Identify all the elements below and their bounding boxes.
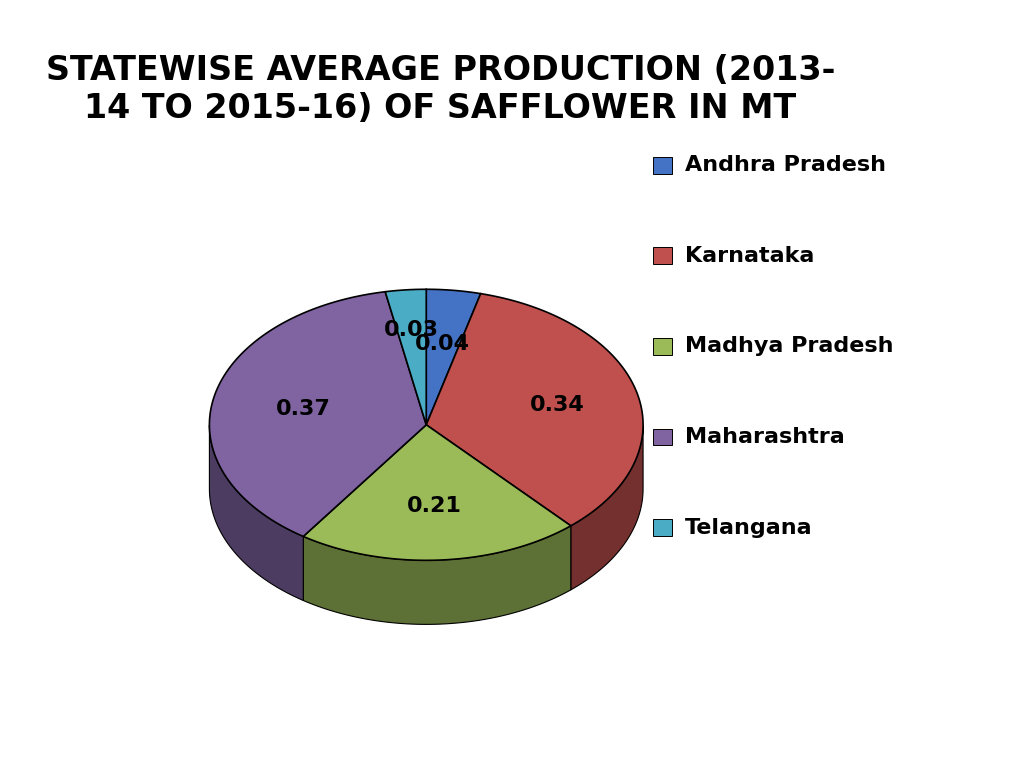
Polygon shape <box>210 292 426 536</box>
Polygon shape <box>303 425 570 561</box>
Polygon shape <box>303 425 426 601</box>
Polygon shape <box>303 425 426 601</box>
Text: 0.03: 0.03 <box>384 320 439 340</box>
Text: Madhya Pradesh: Madhya Pradesh <box>685 336 893 356</box>
Text: 0.37: 0.37 <box>275 399 331 419</box>
Polygon shape <box>210 425 303 601</box>
Polygon shape <box>385 290 426 425</box>
Text: Karnataka: Karnataka <box>685 246 814 266</box>
Polygon shape <box>426 290 480 425</box>
Text: 0.04: 0.04 <box>415 334 470 354</box>
Polygon shape <box>426 425 570 590</box>
Text: 0.34: 0.34 <box>529 395 585 415</box>
Text: Andhra Pradesh: Andhra Pradesh <box>685 155 886 175</box>
Polygon shape <box>303 526 570 624</box>
Polygon shape <box>570 425 643 590</box>
Polygon shape <box>426 425 570 590</box>
Text: Maharashtra: Maharashtra <box>685 427 845 447</box>
Text: Telangana: Telangana <box>685 518 812 538</box>
Polygon shape <box>426 293 643 526</box>
Text: STATEWISE AVERAGE PRODUCTION (2013-
14 TO 2015-16) OF SAFFLOWER IN MT: STATEWISE AVERAGE PRODUCTION (2013- 14 T… <box>46 54 835 125</box>
Text: 0.21: 0.21 <box>408 496 462 516</box>
